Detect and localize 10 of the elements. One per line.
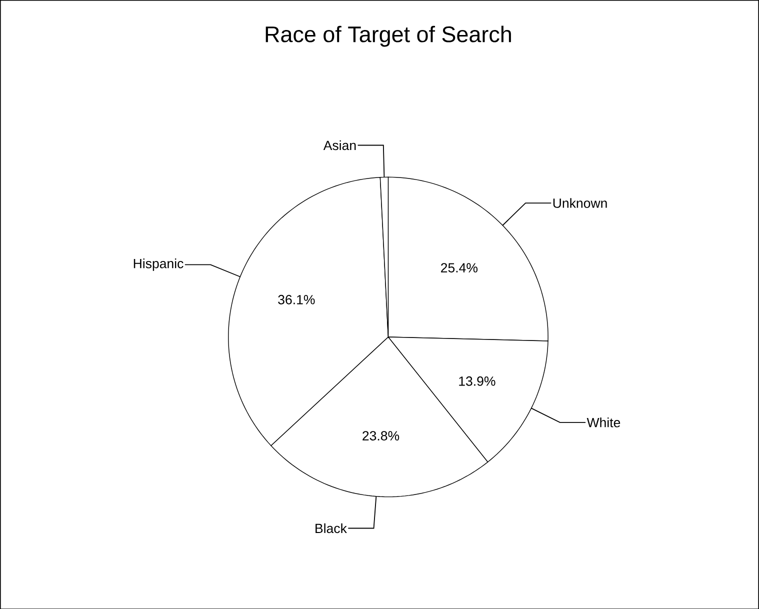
data-label: 25.4% (441, 262, 478, 272)
data-label: 36.1% (278, 294, 315, 304)
slice-label: Unknown (553, 198, 607, 208)
slice-label: Hispanic (134, 258, 184, 271)
slice-label: White (586, 417, 620, 428)
slice-label: Asian (323, 140, 356, 150)
data-label: 13.9% (459, 376, 496, 386)
chart-title: Race of Target of Search (266, 26, 511, 47)
data-label: 23.8% (362, 430, 400, 440)
slice-label: Black (316, 523, 347, 533)
